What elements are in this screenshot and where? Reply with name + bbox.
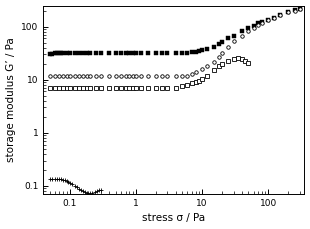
X-axis label: stress σ / Pa: stress σ / Pa: [142, 213, 206, 224]
Y-axis label: storage modulus G’ / Pa: storage modulus G’ / Pa: [6, 37, 16, 162]
